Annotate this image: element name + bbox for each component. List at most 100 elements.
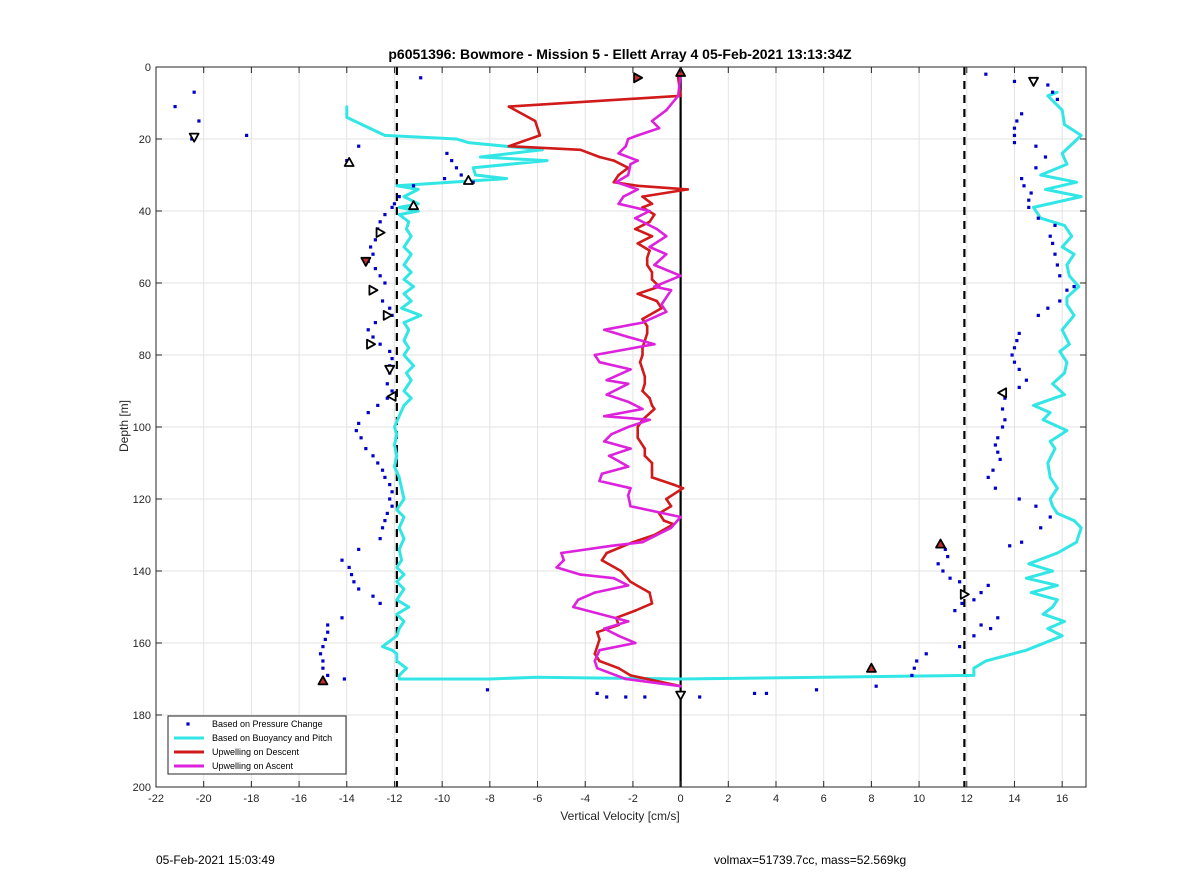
series-point (402, 339, 406, 342)
chart-title: p6051396: Bowmore - Mission 5 - Ellett A… (388, 46, 852, 62)
series-point (400, 306, 403, 310)
series-point (636, 188, 639, 191)
series-point (598, 638, 601, 641)
pressure-point (1024, 378, 1028, 382)
pressure-point (1012, 360, 1017, 364)
series-point (1063, 224, 1066, 227)
pressure-point (383, 281, 387, 285)
y-tick-label: 100 (133, 422, 151, 434)
series-point (595, 645, 599, 648)
plot-series (173, 67, 1083, 787)
series-point (1063, 371, 1066, 375)
series-point (393, 425, 396, 429)
pressure-point (373, 238, 377, 242)
pressure-point (376, 403, 380, 407)
series-point (648, 245, 651, 249)
series-point (576, 598, 580, 602)
marker-triangle (188, 132, 200, 143)
marker-triangle (366, 338, 377, 350)
pressure-point (1029, 191, 1033, 195)
series-point (405, 371, 408, 375)
series-point (598, 155, 601, 159)
pressure-point (419, 76, 423, 80)
series-point (653, 213, 656, 216)
series-point (650, 468, 654, 472)
pressure-point (326, 623, 330, 627)
series-point (679, 515, 682, 519)
y-axis-label: Depth [m] (117, 400, 131, 452)
pressure-point (388, 483, 392, 487)
pressure-point (1034, 144, 1038, 148)
y-tick-label: 60 (139, 278, 151, 290)
pressure-point (371, 454, 375, 458)
pressure-point (1048, 234, 1052, 238)
pressure-point (471, 180, 475, 184)
pressure-point (445, 151, 449, 155)
footer-timestamp: 05-Feb-2021 15:03:49 (156, 853, 275, 867)
series-point (538, 134, 542, 137)
series-point (1048, 497, 1052, 501)
series-point (402, 515, 406, 519)
x-tick-label: 6 (821, 793, 827, 805)
series-point (686, 188, 690, 191)
marker-triangle (343, 157, 355, 167)
pressure-point (321, 666, 325, 670)
legend-symbol (186, 722, 190, 726)
series-point (641, 540, 644, 544)
series-point (645, 263, 649, 267)
series-point (1063, 123, 1066, 126)
series-point (397, 213, 401, 216)
series-point (395, 612, 399, 616)
pressure-point (1008, 544, 1012, 548)
pressure-point (388, 497, 392, 501)
pressure-point (1053, 223, 1057, 227)
pressure-point (936, 562, 940, 566)
pressure-point (996, 616, 1000, 620)
series-point (641, 407, 644, 411)
x-tick-label: -2 (628, 793, 638, 805)
pressure-point (1053, 252, 1057, 256)
pressure-point (383, 475, 387, 479)
pressure-point (383, 213, 387, 217)
series-point (1079, 526, 1083, 530)
pressure-point (996, 450, 1000, 454)
series-point (479, 155, 482, 159)
series-point (645, 256, 649, 260)
pressure-point (364, 447, 368, 451)
series-point (593, 353, 597, 357)
series-point (610, 544, 613, 548)
series-point (1039, 173, 1042, 177)
series-point (612, 180, 616, 184)
pressure-point (953, 609, 957, 613)
series-point (603, 627, 606, 630)
legend-box (167, 715, 347, 775)
series-point (402, 353, 406, 357)
x-tick-label: -14 (339, 793, 355, 805)
pressure-point (1000, 425, 1005, 429)
pressure-point (454, 166, 459, 170)
series-point (607, 454, 611, 458)
series-point (645, 332, 649, 335)
x-tick-label: -18 (243, 793, 259, 805)
pressure-point (371, 252, 375, 256)
pressure-point (979, 623, 983, 627)
series-point (679, 677, 682, 681)
series-point (972, 674, 976, 677)
series-point (617, 666, 620, 670)
series-point (643, 447, 647, 450)
series-point (636, 292, 639, 296)
series-point (643, 382, 647, 386)
pressure-point (989, 627, 993, 631)
pressure-point (1051, 241, 1055, 245)
series-point (650, 461, 654, 465)
series-line (345, 90, 1083, 681)
series-point (1079, 195, 1083, 198)
series-point (417, 209, 420, 213)
pressure-point (357, 421, 361, 425)
marker-triangle (360, 256, 372, 267)
series-point (1079, 134, 1083, 137)
series-point (345, 116, 349, 119)
series-point (1025, 576, 1028, 580)
series-point (669, 288, 673, 292)
series-point (653, 263, 656, 267)
